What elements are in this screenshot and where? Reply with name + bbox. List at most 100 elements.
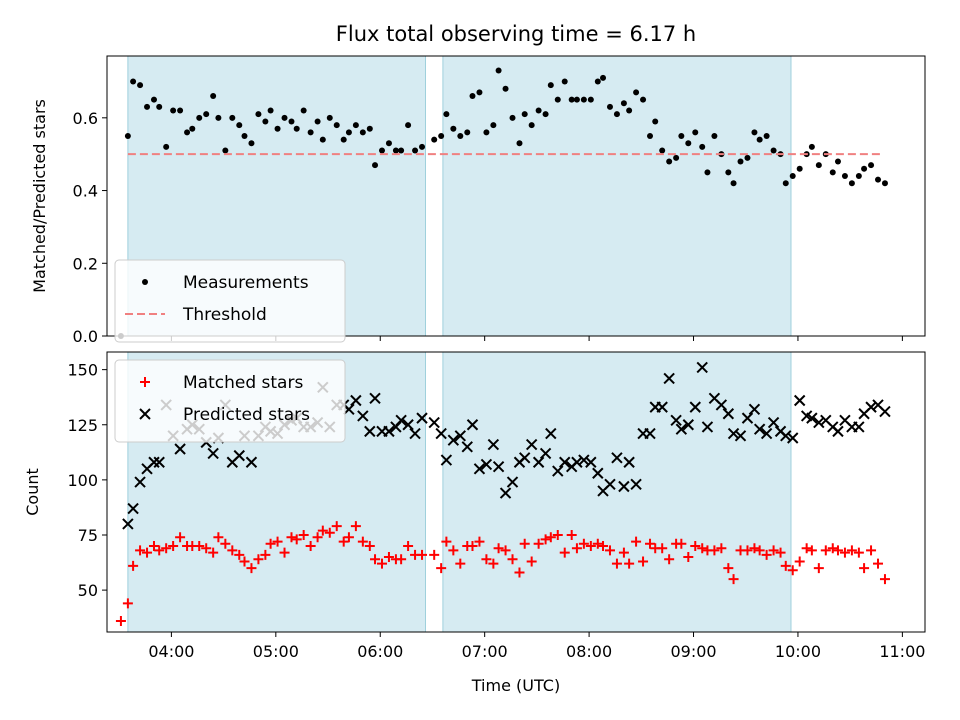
predicted-point [402, 419, 414, 431]
predicted-point [701, 421, 714, 433]
predicted-point [454, 430, 467, 442]
matched-point [194, 541, 205, 552]
predicted-point [715, 399, 728, 411]
predicted-point [806, 412, 818, 424]
measurement-point [464, 129, 471, 136]
measurement-point [215, 114, 222, 121]
matched-point [571, 543, 582, 554]
x-tick-label: 10:00 [775, 642, 821, 661]
matched-point [879, 574, 890, 585]
measurement-point [751, 129, 758, 136]
matched-point [291, 534, 302, 545]
matched-point [545, 532, 556, 543]
measurement-point [547, 82, 554, 89]
measurement-point [274, 125, 281, 132]
top-legend: Measurements Threshold [114, 259, 346, 343]
matched-point [403, 541, 414, 552]
top-x-ticks [170, 336, 903, 341]
predicted-point [409, 427, 421, 440]
matched-point [436, 563, 447, 574]
predicted-point [853, 421, 865, 433]
measurement-point [262, 118, 269, 125]
matched-point [429, 549, 440, 560]
y-tick-label: 0.2 [73, 254, 98, 273]
matched-point [664, 554, 675, 565]
predicted-point [879, 405, 891, 418]
x-tick-label: 07:00 [462, 642, 508, 661]
measurement-point [868, 162, 875, 169]
measurement-point [594, 78, 601, 85]
matched-point [115, 615, 126, 626]
measurement-point [248, 140, 255, 147]
predicted-point [722, 408, 735, 420]
top-y-ticks: 0.0 0.2 0.4 0.6 [73, 109, 107, 346]
measurement-point [704, 169, 711, 176]
y-tick-label: 0.0 [73, 327, 98, 346]
predicted-point [552, 465, 564, 477]
measurement-point [352, 122, 359, 129]
predicted-point [741, 412, 754, 424]
measurement-point [626, 107, 633, 114]
matched-point [317, 525, 328, 536]
measurement-point [573, 96, 580, 103]
predicted-point [618, 480, 630, 493]
predicted-point [545, 427, 557, 440]
matched-point [618, 547, 629, 558]
matched-point [866, 545, 877, 556]
measurement-point [443, 111, 450, 118]
top-series [117, 67, 888, 339]
measurement-point [542, 111, 549, 118]
predicted-point [663, 372, 675, 385]
x-tick-label: 06:00 [357, 642, 403, 661]
predicted-point [780, 430, 792, 442]
matched-point [683, 552, 694, 563]
measurement-point [861, 165, 868, 172]
measurement-point [685, 140, 692, 147]
top-y-axis-label: Matched/Predicted stars [30, 99, 49, 293]
predicted-point [499, 487, 512, 499]
predicted-point [670, 414, 682, 427]
predicted-point [153, 456, 165, 468]
x-tick-label: 11:00 [879, 642, 925, 661]
matched-point [716, 543, 727, 554]
matched-point [154, 545, 165, 556]
predicted-point [753, 423, 766, 435]
measurement-point [490, 122, 497, 129]
shaded-interval-1 [442, 351, 792, 633]
measurement-point [666, 158, 673, 165]
matched-point [272, 536, 283, 547]
predicted-point [787, 432, 799, 444]
measurement-point [652, 118, 659, 125]
matched-point [723, 563, 734, 574]
measurement-point [587, 96, 594, 103]
predicted-point [518, 452, 531, 464]
matched-point [357, 536, 368, 547]
predicted-point [525, 438, 538, 451]
legend-matched-swatch [140, 377, 150, 387]
matched-point [709, 545, 720, 556]
measurement-point [509, 114, 516, 121]
legend-label: Matched stars [183, 373, 303, 393]
matched-point [832, 545, 843, 556]
measurement-point [744, 154, 751, 161]
predicted-point [369, 392, 381, 405]
predicted-point [623, 456, 635, 468]
matched-point [175, 532, 186, 543]
matched-point [343, 532, 354, 543]
matched-point [839, 547, 850, 558]
matched-point [566, 529, 577, 540]
predicted-point [245, 456, 258, 468]
measurement-point [307, 129, 314, 136]
measurement-point [229, 114, 236, 121]
predicted-point [233, 449, 245, 462]
predicted-point [630, 478, 642, 490]
measurement-point [163, 143, 170, 150]
measurement-point [561, 78, 568, 85]
legend-label: Measurements [183, 273, 309, 293]
matched-point [122, 598, 133, 609]
matched-point [604, 545, 615, 556]
measurement-point [419, 143, 426, 150]
matched-point [161, 543, 172, 554]
predicted-point [689, 401, 701, 413]
matched-point [142, 547, 153, 558]
